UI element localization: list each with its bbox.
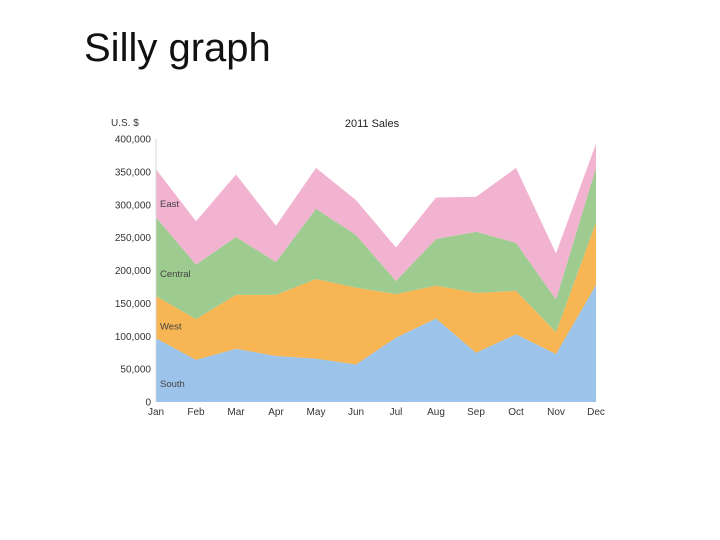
y-tick-label: 400,000: [115, 135, 152, 146]
x-axis: Jan Feb Mar Apr May Jun Jul Aug Sep Oct Nov Dec: [148, 407, 605, 418]
x-tick-label: Nov: [547, 407, 565, 418]
x-tick-label: Sep: [467, 407, 485, 418]
series-label-west: West: [160, 321, 182, 332]
y-tick-label: 0: [145, 398, 151, 409]
y-tick-label: 150,000: [115, 299, 152, 310]
x-tick-label: Jun: [348, 407, 364, 418]
x-tick-label: Aug: [427, 407, 445, 418]
x-tick-label: Dec: [587, 407, 605, 418]
x-tick-label: May: [307, 407, 326, 418]
y-tick-label: 100,000: [115, 332, 152, 343]
x-tick-label: Oct: [508, 407, 524, 418]
series-label-east: East: [160, 199, 179, 210]
area-south: [156, 284, 596, 402]
y-tick-label: 250,000: [115, 233, 152, 244]
x-tick-label: Jul: [390, 407, 403, 418]
chart-title: 2011 Sales: [345, 118, 400, 130]
area-west: [156, 222, 596, 365]
x-tick-label: Mar: [227, 407, 245, 418]
area-central: [156, 167, 596, 333]
x-tick-label: Apr: [268, 407, 284, 418]
y-tick-label: 50,000: [120, 365, 151, 376]
y-axis-unit-label: U.S. $: [111, 118, 139, 129]
area-layers: [156, 143, 596, 402]
y-tick-label: 350,000: [115, 167, 152, 178]
series-label-central: Central: [160, 269, 191, 280]
slide-title: Silly graph: [84, 26, 271, 70]
x-tick-label: Jan: [148, 407, 164, 418]
y-tick-label: 200,000: [115, 266, 152, 277]
x-tick-label: Feb: [187, 407, 205, 418]
y-tick-label: 300,000: [115, 200, 152, 211]
area-east: [156, 143, 596, 300]
series-label-south: South: [160, 379, 185, 390]
y-axis: 0 50,000 100,000 150,000 200,000 250,000 300,0…: [115, 135, 157, 409]
series-labels: South West Central East: [160, 199, 191, 390]
